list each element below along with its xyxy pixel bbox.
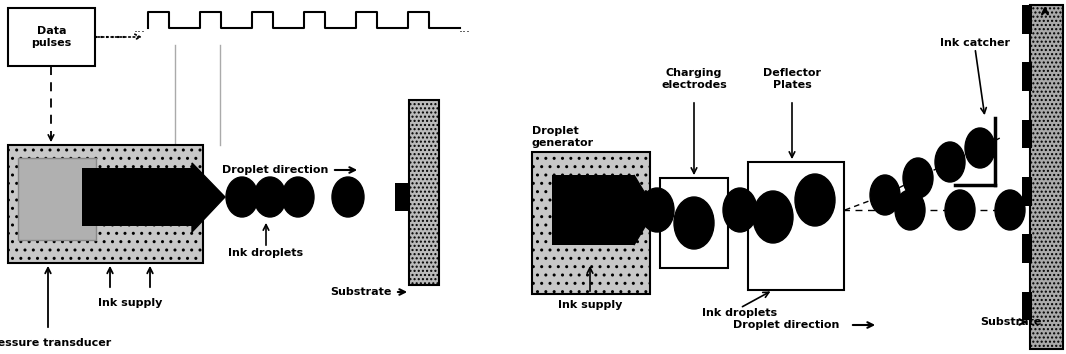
Ellipse shape xyxy=(903,158,933,198)
Ellipse shape xyxy=(995,190,1025,230)
Ellipse shape xyxy=(723,188,757,232)
Ellipse shape xyxy=(254,177,286,217)
Ellipse shape xyxy=(795,174,835,226)
Text: Substrate: Substrate xyxy=(980,317,1041,327)
Bar xyxy=(1022,62,1032,91)
Bar xyxy=(552,175,634,245)
Text: Droplet
generator: Droplet generator xyxy=(532,126,594,148)
Ellipse shape xyxy=(895,190,925,230)
Ellipse shape xyxy=(226,177,258,217)
Bar xyxy=(1022,177,1032,206)
Text: Ink supply: Ink supply xyxy=(98,298,162,308)
Ellipse shape xyxy=(674,197,714,249)
Bar xyxy=(9,8,95,66)
Bar xyxy=(532,152,650,294)
Text: Charging
electrodes: Charging electrodes xyxy=(661,68,727,90)
Ellipse shape xyxy=(753,191,793,243)
Polygon shape xyxy=(192,163,225,232)
Text: ...: ... xyxy=(459,22,471,35)
Bar xyxy=(409,100,439,285)
Text: Droplet direction: Droplet direction xyxy=(733,320,839,330)
Bar xyxy=(395,183,409,211)
Ellipse shape xyxy=(332,177,364,217)
Ellipse shape xyxy=(944,190,975,230)
Text: Ink droplets: Ink droplets xyxy=(702,308,777,318)
Ellipse shape xyxy=(935,142,965,182)
Bar xyxy=(1022,120,1032,148)
Bar xyxy=(9,145,203,263)
Text: Substrate: Substrate xyxy=(330,287,391,297)
Ellipse shape xyxy=(870,175,900,215)
Bar xyxy=(1022,5,1032,34)
Text: Ink supply: Ink supply xyxy=(558,300,623,310)
Bar xyxy=(1022,292,1032,320)
Bar xyxy=(18,158,96,240)
Bar xyxy=(82,168,192,226)
Text: Data
pulses: Data pulses xyxy=(31,26,71,48)
Text: Pressure transducer: Pressure transducer xyxy=(0,338,112,348)
Ellipse shape xyxy=(282,177,314,217)
Bar xyxy=(748,162,844,290)
Text: Ink droplets: Ink droplets xyxy=(228,248,304,258)
Text: ...: ... xyxy=(134,22,146,35)
Text: Ink catcher: Ink catcher xyxy=(940,38,1010,48)
Ellipse shape xyxy=(640,188,674,232)
Bar xyxy=(660,178,728,268)
Text: Droplet direction: Droplet direction xyxy=(222,165,328,175)
Bar xyxy=(1030,5,1063,349)
Text: Deflector
Plates: Deflector Plates xyxy=(763,68,821,90)
Polygon shape xyxy=(634,175,655,245)
Bar xyxy=(1022,234,1032,263)
Ellipse shape xyxy=(965,128,995,168)
